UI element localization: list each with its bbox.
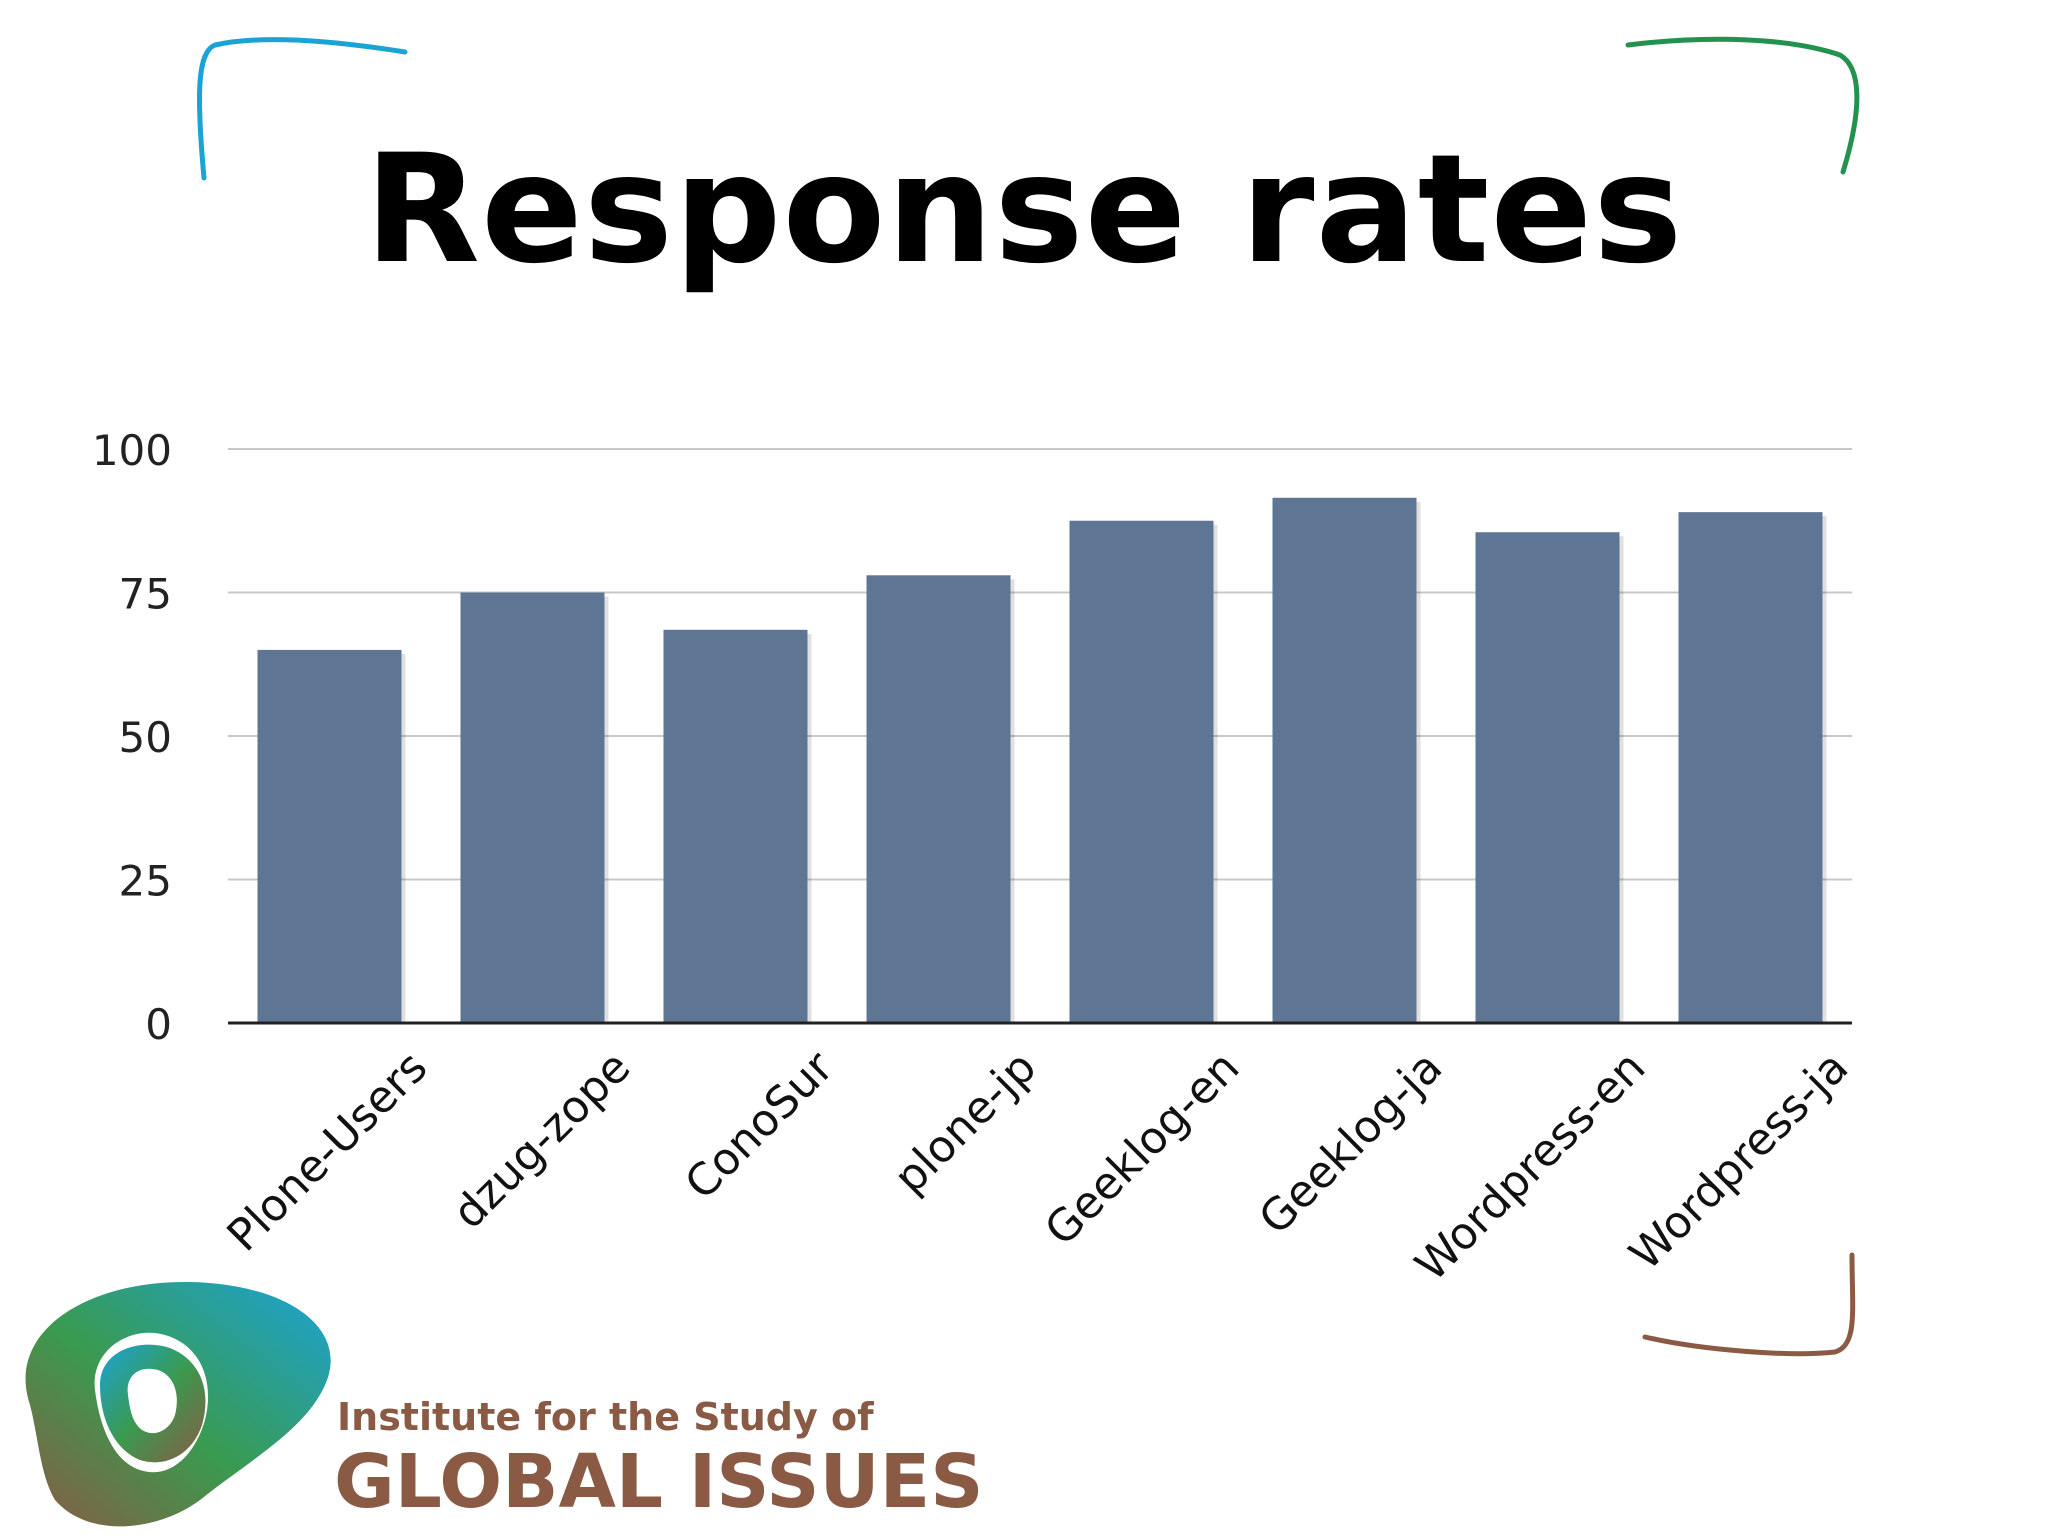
bar bbox=[1475, 532, 1620, 1023]
bar bbox=[257, 649, 402, 1023]
bar bbox=[460, 592, 605, 1023]
x-tick-label: Wordpress-ja bbox=[1620, 1042, 1858, 1280]
y-tick-label: 100 bbox=[92, 426, 172, 475]
y-tick-label: 50 bbox=[119, 713, 172, 762]
x-tick-label: Plone-Users bbox=[218, 1042, 438, 1262]
y-tick-label: 0 bbox=[145, 1000, 172, 1049]
bar bbox=[1272, 497, 1417, 1023]
corner-bracket-top-right bbox=[1625, 36, 1860, 175]
x-tick-label: dzug-zope bbox=[443, 1042, 640, 1239]
x-tick-label: Geeklog-ja bbox=[1249, 1042, 1452, 1245]
x-tick-label: Geeklog-en bbox=[1035, 1042, 1249, 1256]
slide-title: Response rates bbox=[364, 123, 1684, 297]
bar bbox=[663, 629, 808, 1023]
corner-bracket-top-left bbox=[196, 37, 408, 181]
bar bbox=[1678, 512, 1823, 1023]
corner-bracket-bottom-right bbox=[1642, 1252, 1856, 1357]
y-tick-label: 25 bbox=[119, 857, 172, 906]
x-tick-label: ConoSur bbox=[675, 1041, 843, 1209]
bar bbox=[866, 575, 1011, 1023]
y-tick-label: 75 bbox=[119, 570, 172, 619]
bar bbox=[1069, 520, 1214, 1023]
x-tick-label: plone-jp bbox=[884, 1042, 1046, 1204]
logo-line2: GLOBAL ISSUES bbox=[334, 1439, 984, 1525]
logo-line1: Institute for the Study of bbox=[337, 1395, 874, 1439]
institute-logo-mark bbox=[25, 1281, 331, 1527]
